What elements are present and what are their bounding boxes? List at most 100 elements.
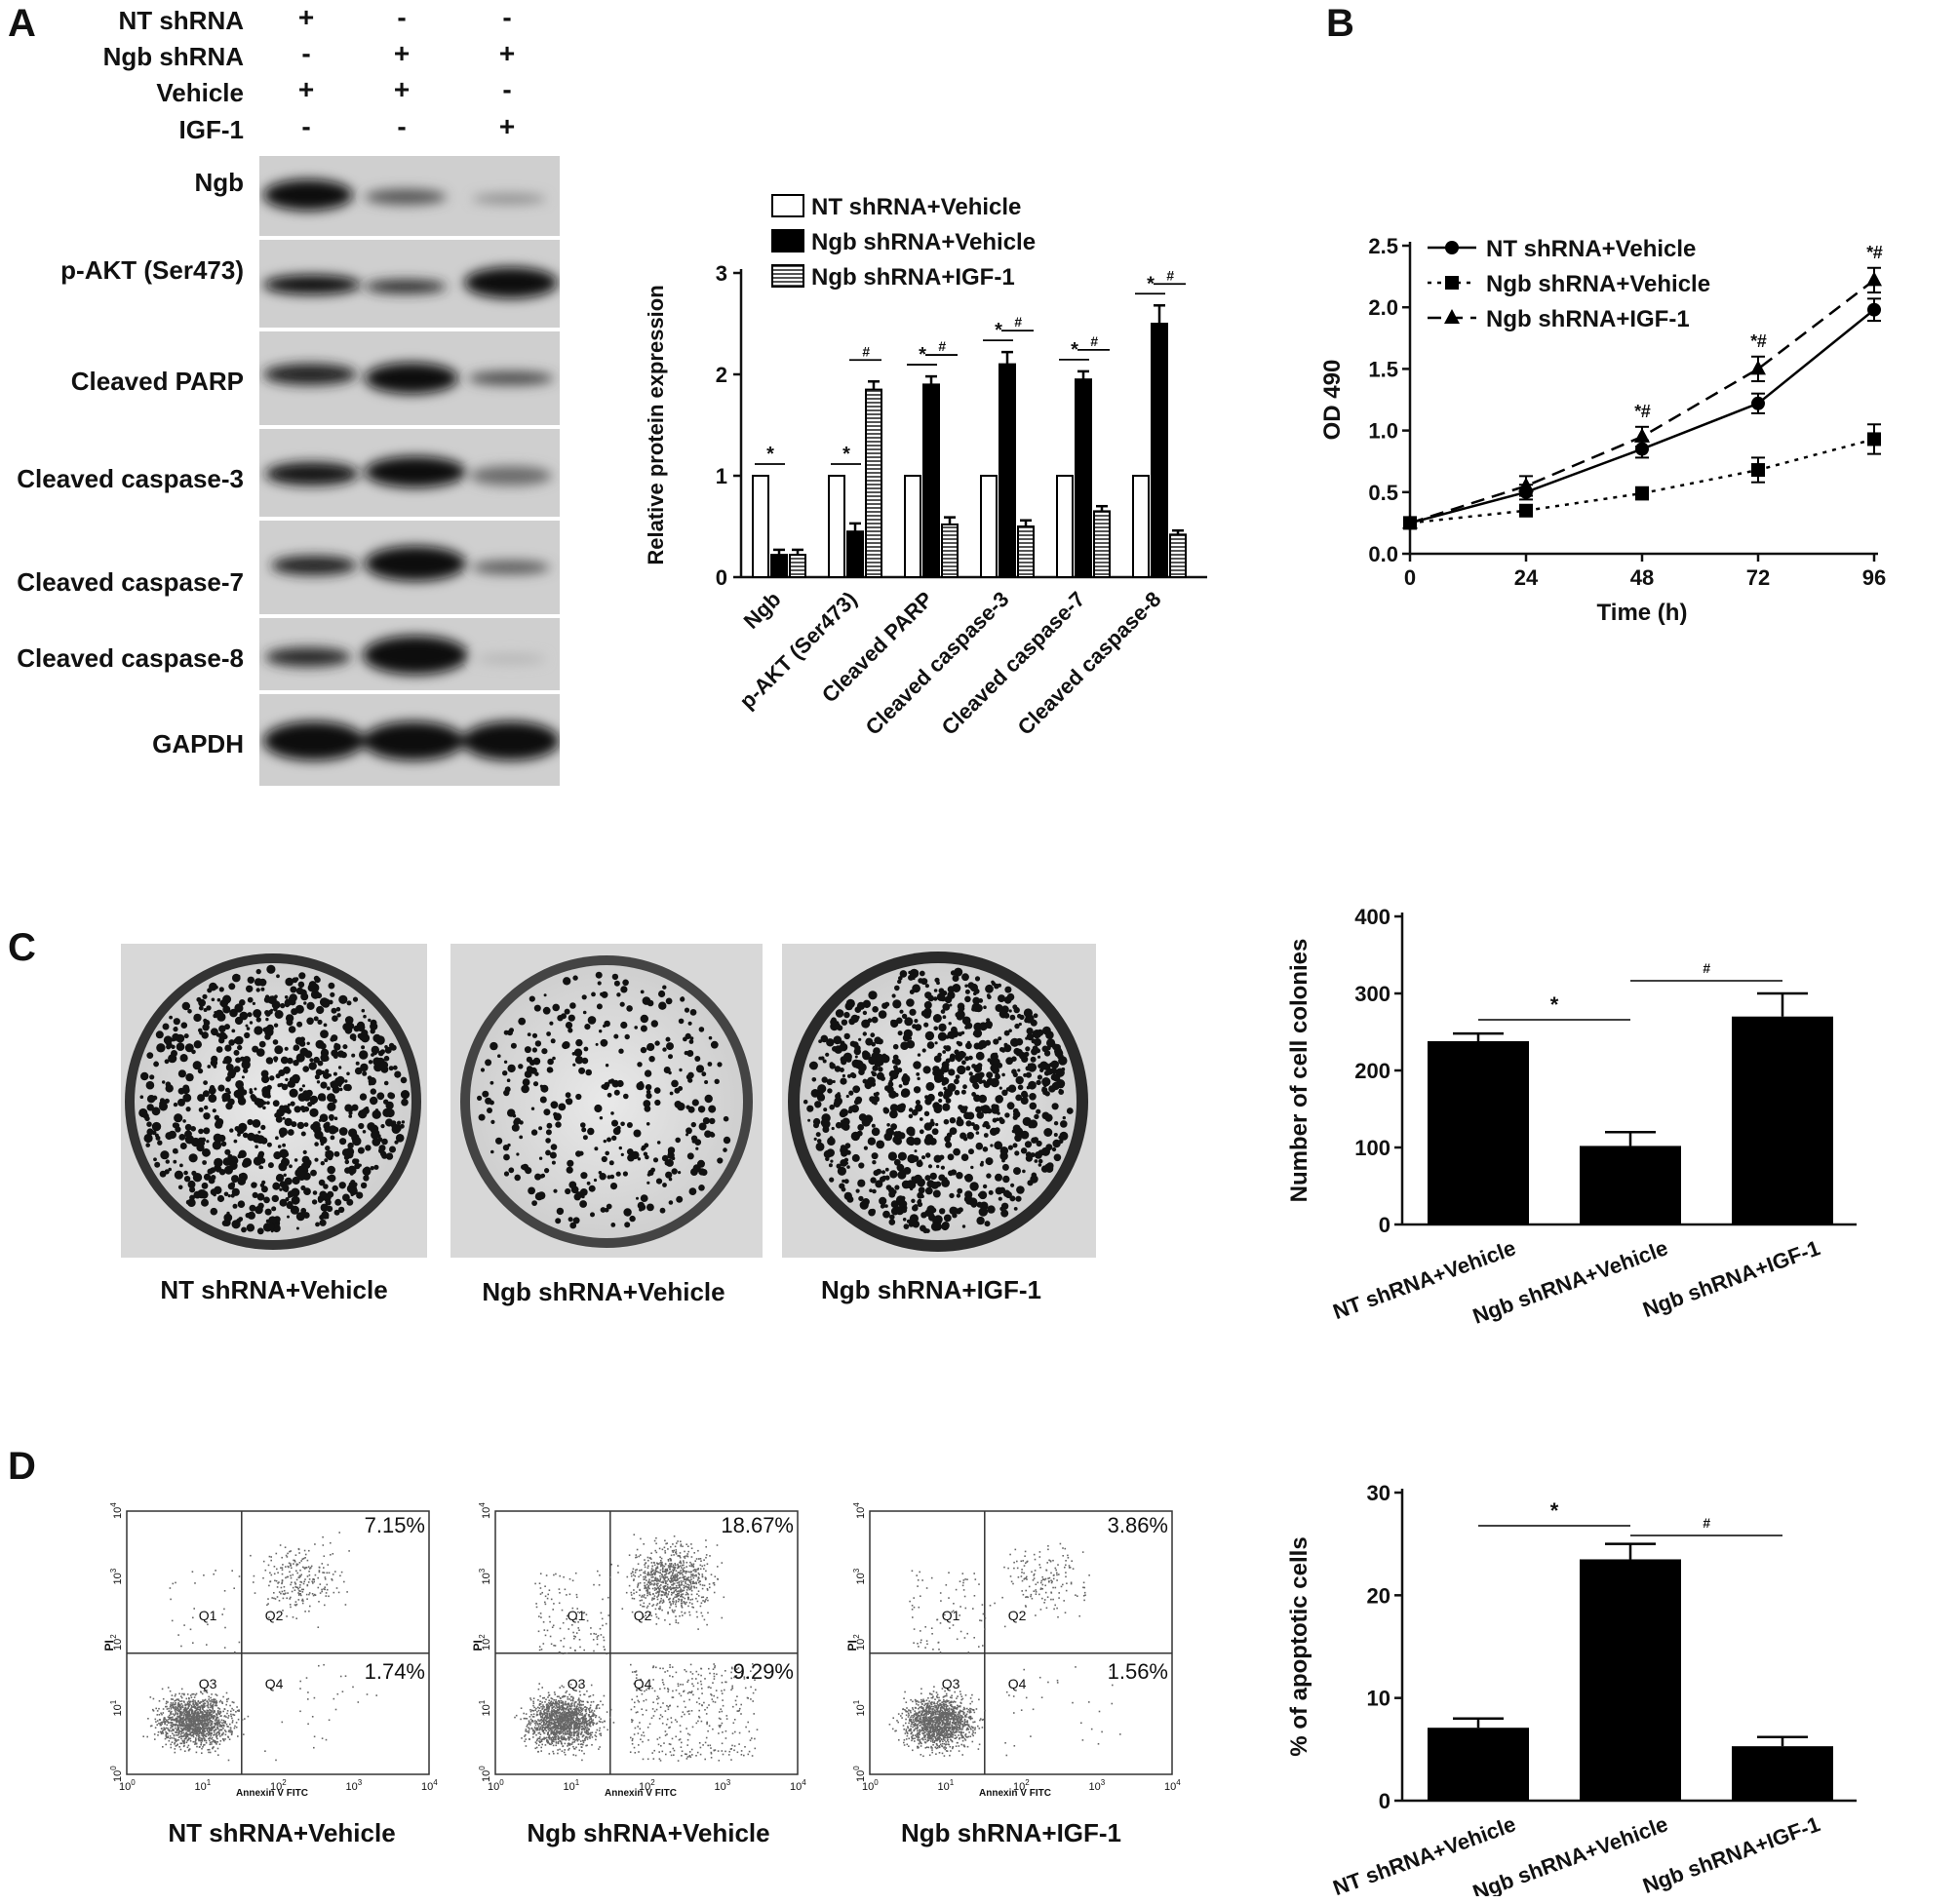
event bbox=[172, 1582, 175, 1585]
legend-swatch bbox=[771, 229, 804, 253]
colony bbox=[828, 1042, 833, 1047]
colony bbox=[346, 1071, 350, 1076]
colony bbox=[400, 1076, 408, 1084]
colony bbox=[389, 1146, 396, 1153]
event bbox=[303, 1567, 305, 1569]
event bbox=[321, 1590, 323, 1593]
event bbox=[222, 1721, 225, 1724]
event bbox=[321, 1588, 323, 1591]
event bbox=[204, 1725, 206, 1728]
event bbox=[589, 1737, 591, 1739]
event bbox=[557, 1752, 559, 1755]
colony bbox=[231, 1187, 240, 1196]
colony bbox=[206, 1005, 212, 1011]
colony bbox=[247, 976, 255, 984]
event bbox=[189, 1714, 192, 1716]
colony bbox=[985, 1021, 993, 1029]
colony bbox=[704, 1130, 712, 1138]
event bbox=[313, 1696, 316, 1699]
event bbox=[215, 1700, 216, 1703]
event bbox=[205, 1712, 208, 1714]
event bbox=[586, 1690, 588, 1692]
colony bbox=[619, 1001, 625, 1007]
event bbox=[206, 1732, 209, 1735]
colony bbox=[887, 1151, 898, 1161]
event bbox=[574, 1754, 577, 1757]
event bbox=[594, 1714, 596, 1716]
colony bbox=[723, 1136, 731, 1145]
event bbox=[209, 1704, 212, 1706]
event bbox=[178, 1719, 180, 1722]
event bbox=[190, 1734, 193, 1737]
colony bbox=[256, 1048, 265, 1057]
colony bbox=[309, 1107, 319, 1117]
event bbox=[233, 1714, 236, 1716]
event bbox=[525, 1729, 527, 1732]
colony bbox=[298, 1040, 306, 1047]
event bbox=[201, 1692, 204, 1695]
event bbox=[179, 1716, 181, 1718]
event bbox=[208, 1717, 211, 1719]
colony bbox=[338, 1127, 348, 1136]
event bbox=[322, 1544, 325, 1546]
event bbox=[211, 1741, 214, 1743]
event bbox=[190, 1707, 192, 1710]
colony bbox=[279, 1187, 283, 1191]
colony bbox=[198, 998, 206, 1007]
colony bbox=[275, 1136, 279, 1141]
event bbox=[197, 1700, 199, 1703]
event bbox=[533, 1730, 536, 1732]
event bbox=[566, 1712, 568, 1714]
colony bbox=[267, 1162, 274, 1169]
colony bbox=[370, 1029, 375, 1034]
event bbox=[212, 1704, 214, 1707]
colony bbox=[568, 1181, 577, 1189]
colony bbox=[966, 1132, 974, 1140]
x-tick-label: 72 bbox=[1746, 565, 1770, 590]
event bbox=[556, 1714, 558, 1717]
colony bbox=[940, 1165, 946, 1170]
colony bbox=[286, 1202, 294, 1210]
colony bbox=[882, 1107, 888, 1112]
colony bbox=[957, 1187, 963, 1194]
colony bbox=[289, 998, 296, 1006]
y-tick-label: 3 bbox=[716, 261, 727, 286]
colony bbox=[987, 1158, 994, 1164]
event bbox=[212, 1703, 215, 1706]
colony bbox=[911, 1198, 916, 1203]
event bbox=[289, 1604, 292, 1606]
colony bbox=[1015, 1132, 1020, 1137]
colony bbox=[344, 1159, 350, 1165]
event bbox=[175, 1713, 176, 1715]
event bbox=[213, 1734, 215, 1736]
colony bbox=[835, 1121, 842, 1129]
event bbox=[555, 1710, 557, 1712]
event bbox=[192, 1735, 195, 1738]
bar bbox=[999, 363, 1016, 578]
event bbox=[202, 1699, 204, 1701]
colony bbox=[588, 1185, 596, 1192]
colony bbox=[1036, 1079, 1041, 1086]
event bbox=[568, 1739, 570, 1741]
event bbox=[185, 1733, 188, 1735]
significance-hash: # bbox=[1090, 333, 1098, 349]
event bbox=[225, 1691, 228, 1694]
event bbox=[266, 1604, 268, 1607]
event bbox=[290, 1563, 292, 1565]
colony bbox=[803, 1099, 808, 1105]
event bbox=[206, 1644, 208, 1646]
colony bbox=[1000, 1209, 1009, 1218]
colony bbox=[926, 1205, 936, 1215]
colony bbox=[270, 1008, 274, 1012]
condition-sign: + bbox=[393, 74, 411, 104]
colony bbox=[671, 1156, 676, 1160]
event bbox=[592, 1693, 595, 1696]
event bbox=[216, 1717, 219, 1719]
event bbox=[187, 1720, 189, 1722]
data-point bbox=[1519, 503, 1533, 518]
event bbox=[154, 1727, 157, 1729]
event bbox=[587, 1729, 590, 1731]
event bbox=[319, 1583, 322, 1585]
event bbox=[310, 1565, 313, 1568]
event bbox=[181, 1732, 183, 1734]
